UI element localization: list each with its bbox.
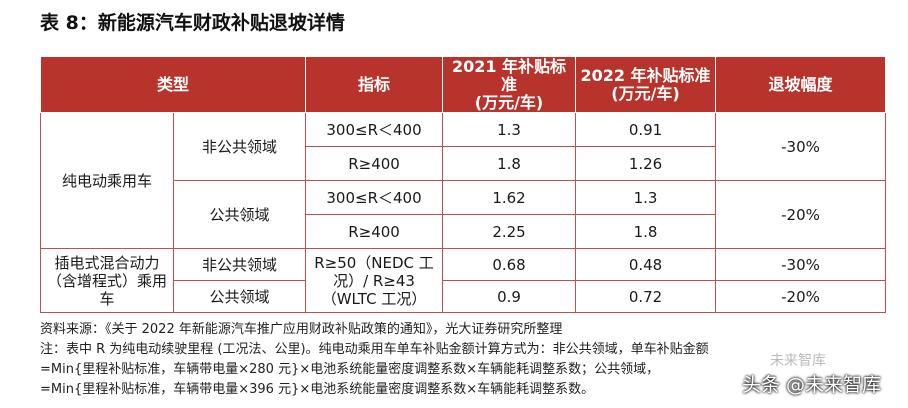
value-2022-cell: 1.26 [575,146,717,181]
subcategory-cell: 非公共领域 [172,112,307,181]
table-row: R≥400 2.25 1.8 [41,214,886,249]
indicator-cell: 300≤R＜400 [305,112,444,147]
header-decline: 退坡幅度 [715,56,887,113]
value-2021-cell: 1.62 [442,180,577,215]
note-line: =Min{里程补贴标准，车辆带电量×280 元}×电池系统能量密度调整系数×车辆… [40,362,660,377]
category-cell: 插电式混合动力（含增程式）乘用车 [40,248,174,313]
value-2022-cell: 0.48 [575,248,717,281]
decline-cell: -20% [715,280,887,313]
header-std-2022: 2022 年补贴标准 (万元/车) [575,56,717,113]
decline-cell: -20% [715,180,887,249]
value-2022-cell: 1.8 [575,214,717,249]
table-row: 公共领域 300≤R＜400 1.62 1.3 -20% [41,180,887,249]
value-2021-cell: 1.3 [442,112,577,147]
watermark-large: 头条 @未来智库 [742,374,882,396]
table-row: 纯电动乘用车 非公共领域 300≤R＜400 1.3 0.91 -30% [40,112,887,249]
notes-block: 资料来源：《关于 2022 年新能源汽车推广应用财政补贴政策的通知》，光大证券研… [40,320,709,400]
indicator-cell: R≥400 [305,214,444,249]
decline-cell: -30% [715,112,887,181]
table-title: 表 8：新能源汽车财政补贴退坡详情 [40,12,345,34]
header-indicator: 指标 [305,56,444,113]
category-cell: 纯电动乘用车 [40,112,174,249]
source-note: 资料来源：《关于 2022 年新能源汽车推广应用财政补贴政策的通知》，光大证券研… [40,322,563,337]
value-2021-cell: 0.68 [442,248,577,281]
table-row: 插电式混合动力（含增程式）乘用车 非公共领域 R≥50（NEDC 工况）/ R≥… [40,248,887,313]
header-type: 类型 [39,56,307,113]
value-2021-cell: 1.8 [442,146,577,181]
value-2021-cell: 0.9 [442,280,577,313]
value-2021-cell: 2.25 [442,214,577,249]
header-row: 类型 指标 2021 年补贴标准 (万元/车) 2022 年补贴标准 (万元/车… [39,56,887,113]
value-2022-cell: 0.72 [575,280,717,313]
watermark-small: 未来智库 [770,353,826,369]
note-line: =Min{里程补贴标准，车辆带电量×396 元}×电池系统能量密度调整系数×车辆… [40,382,595,397]
decline-cell: -30% [715,248,887,281]
value-2022-cell: 0.91 [575,112,717,147]
subcategory-cell: 公共领域 [172,180,307,249]
indicator-cell: R≥50（NEDC 工况）/ R≥43（WLTC 工况） [305,248,444,313]
subsidy-table: 类型 指标 2021 年补贴标准 (万元/车) 2022 年补贴标准 (万元/车… [39,56,887,313]
subcategory-cell: 非公共领域 [172,248,307,281]
indicator-cell: R≥400 [305,146,444,181]
subcategory-cell: 公共领域 [172,280,307,313]
table-row: 公共领域 0.9 0.72 -20% [41,280,887,313]
indicator-cell: 300≤R＜400 [305,180,444,215]
value-2022-cell: 1.3 [575,180,717,215]
table-row: R≥400 1.8 1.26 [41,146,886,181]
header-std-2021: 2021 年补贴标准 (万元/车) [442,56,577,113]
note-line: 注：表中 R 为纯电动续驶里程 (工况法、公里)。纯电动乘用车单车补贴金额计算方… [40,342,709,357]
